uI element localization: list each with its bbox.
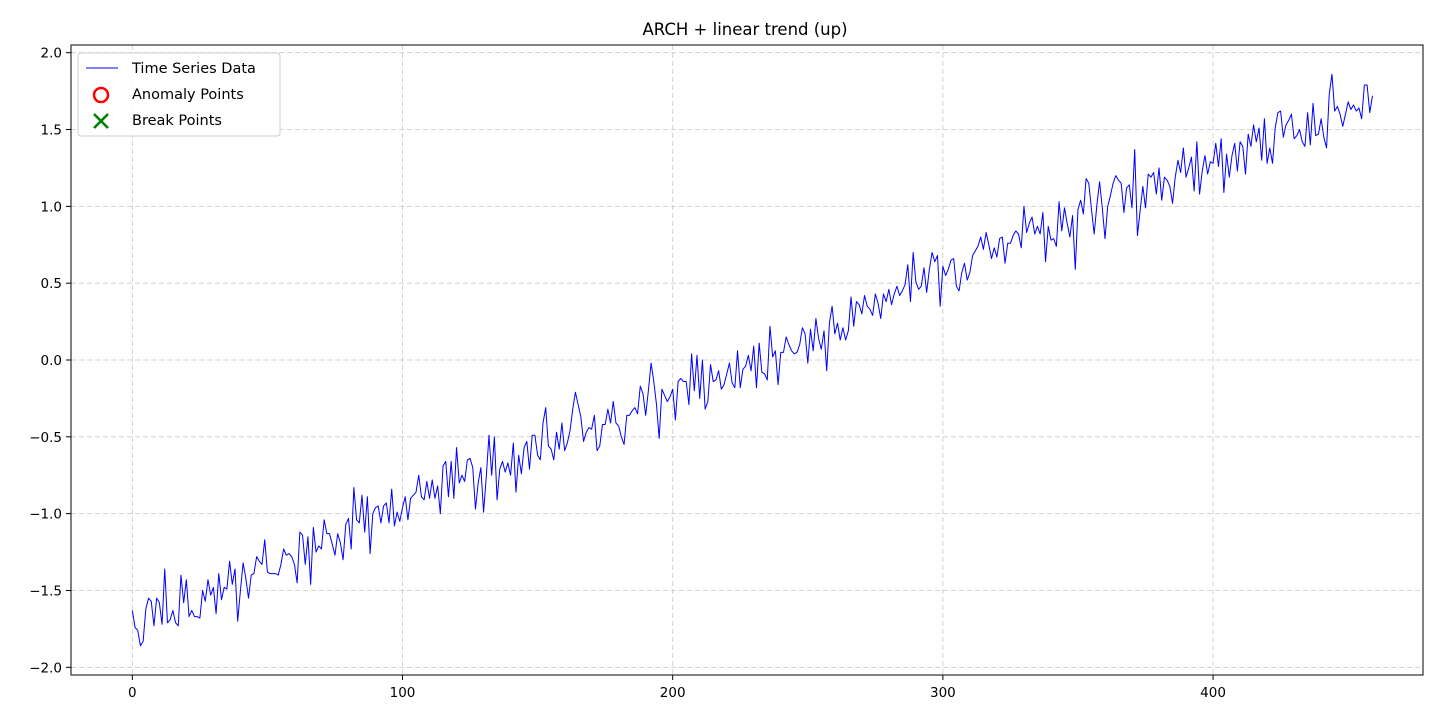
legend-circle-marker xyxy=(92,86,110,104)
y-tick-label: −1.0 xyxy=(29,507,62,523)
x-tick-label: 300 xyxy=(930,685,956,701)
y-tick-label: 0.0 xyxy=(41,353,62,369)
legend-box xyxy=(77,52,281,137)
legend-x-marker xyxy=(93,113,109,129)
chart-title: ARCH + linear trend (up) xyxy=(642,20,847,39)
x-tick-label: 0 xyxy=(128,685,137,701)
y-tick-label: 1.0 xyxy=(41,199,62,215)
y-tick-label: 1.5 xyxy=(41,123,62,139)
y-tick-label: −2.0 xyxy=(29,660,62,676)
y-axis: −2.0 −1.5 −1.0 −0.5 0.0 0.5 1.0 1.5 2.0 xyxy=(29,46,71,676)
y-tick-label: 2.0 xyxy=(41,46,62,62)
legend-label-anomaly: Anomaly Points xyxy=(132,87,244,103)
y-tick-label: −1.5 xyxy=(29,583,62,599)
x-tick-label: 200 xyxy=(660,685,686,701)
legend-label-series: Time Series Data xyxy=(131,61,256,77)
y-tick-label: −0.5 xyxy=(29,430,62,446)
y-tick-label: 0.5 xyxy=(41,276,62,292)
legend: Time Series Data Anomaly Points Break Po… xyxy=(77,52,281,137)
legend-label-break: Break Points xyxy=(132,113,222,129)
x-tick-label: 100 xyxy=(390,685,416,701)
series-line xyxy=(131,73,1373,647)
x-tick-label: 400 xyxy=(1200,685,1226,701)
plot-area xyxy=(131,73,1373,647)
x-axis: 0 100 200 300 400 xyxy=(128,675,1226,701)
